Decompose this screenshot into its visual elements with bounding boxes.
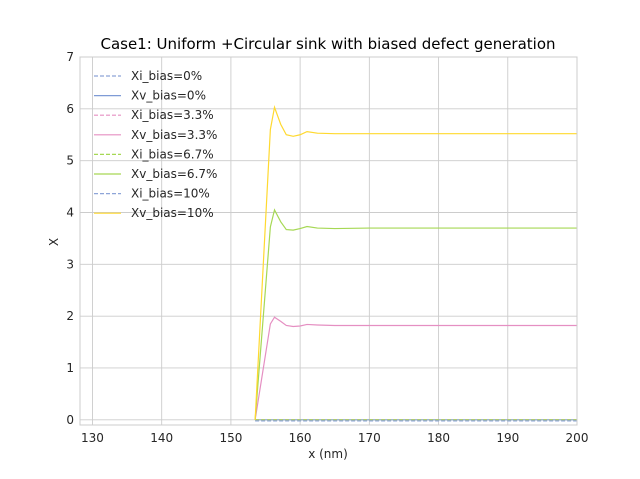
y-tick-label: 3 <box>66 257 74 271</box>
legend-label: Xi_bias=10% <box>131 187 210 201</box>
legend-label: Xv_bias=6.7% <box>131 167 217 181</box>
y-tick-label: 6 <box>66 102 74 116</box>
y-axis-label: X <box>47 238 61 246</box>
x-tick-label: 190 <box>496 431 519 445</box>
x-axis-label: x (nm) <box>308 447 348 461</box>
y-tick-label: 4 <box>66 205 74 219</box>
series-line-xv-bias-6-7- <box>254 208 577 420</box>
plot-frame <box>79 56 578 426</box>
series-line-xv-bias-3-3- <box>254 316 577 420</box>
y-tick-label: 1 <box>66 361 74 375</box>
legend-label: Xi_bias=6.7% <box>131 147 214 161</box>
x-tick-label: 150 <box>219 431 242 445</box>
x-tick-label: 170 <box>358 431 381 445</box>
legend: Xi_bias=0% Xv_bias=0% Xi_bias=3.3% Xv_bias=… <box>94 69 217 220</box>
y-tick-label: 5 <box>66 154 74 168</box>
x-tick-label: 140 <box>150 431 173 445</box>
x-tick-label: 160 <box>289 431 312 445</box>
x-tick-label: 180 <box>427 431 450 445</box>
legend-label: Xi_bias=3.3% <box>131 108 214 122</box>
series-lines <box>254 105 577 422</box>
legend-label: Xv_bias=0% <box>131 89 206 103</box>
y-tick-label: 2 <box>66 309 74 323</box>
plot-background <box>80 57 577 425</box>
series-line-xv-bias-10- <box>254 105 577 420</box>
tick-labels: 130 140 150 160 170 180 190 200 0 1 2 3 4 5 6 7 <box>66 50 588 445</box>
legend-label: Xv_bias=10% <box>131 206 214 220</box>
y-tick-label: 0 <box>66 413 74 427</box>
chart-title: Case1: Uniform +Circular sink with biase… <box>100 35 555 53</box>
y-tick-label: 7 <box>66 50 74 64</box>
legend-label: Xi_bias=0% <box>131 69 202 83</box>
plot-area: 130 140 150 160 170 180 190 200 0 1 2 3 4 5 6 7 <box>66 50 588 445</box>
x-tick-label: 130 <box>81 431 104 445</box>
legend-label: Xv_bias=3.3% <box>131 128 217 142</box>
x-tick-label: 200 <box>566 431 589 445</box>
